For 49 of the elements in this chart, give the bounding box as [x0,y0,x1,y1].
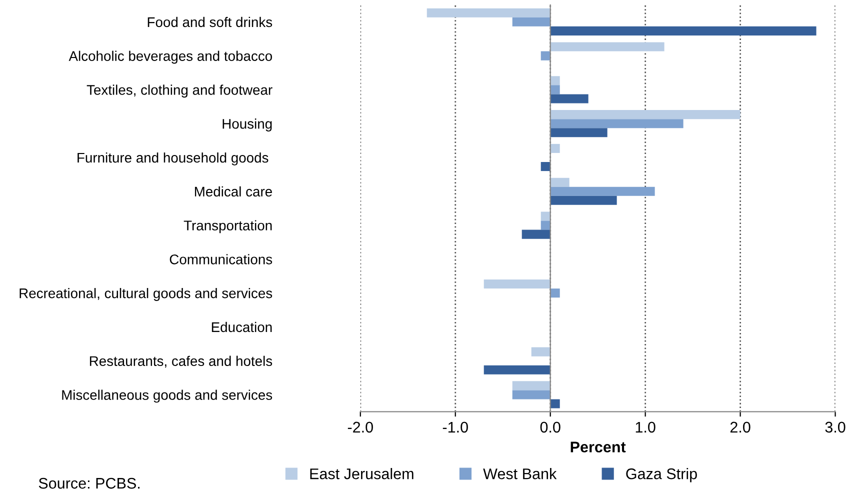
legend-label: Gaza Strip [626,468,697,482]
bar [550,94,588,104]
x-tick-label: -1.0 [442,422,468,433]
bar [512,390,550,400]
y-tick-label: Communications [170,254,272,264]
y-tick-label: Transportation [184,220,272,234]
y-tick-label: Textiles, clothing and footwear [86,84,272,98]
source-note: Source: PCBS. [38,478,140,489]
bar [540,162,550,172]
y-tick-label: Medical care [194,186,272,197]
bar [550,186,655,196]
bar [512,381,550,390]
x-tick-label: -2.0 [348,422,373,433]
legend-label: East Jerusalem [310,468,414,480]
bar [550,128,608,138]
bar [550,196,617,205]
bar [550,399,560,408]
bar [550,26,816,36]
bar [522,230,550,239]
bar [550,85,560,94]
x-tick-label: 0.0 [540,422,560,433]
x-tick-label: 3.0 [825,422,846,433]
bar [484,365,550,374]
bar [550,76,560,86]
x-axis-title: Percent [570,442,626,452]
x-tick-label: 2.0 [730,422,750,433]
bar [550,119,684,128]
bar [550,110,740,120]
bar [550,288,560,298]
bar [550,144,560,153]
legend-label: West Bank [483,468,557,480]
bar [540,212,550,221]
bar [484,279,550,289]
x-tick-label: 1.0 [636,422,656,433]
bar [426,8,550,18]
bar [550,42,664,52]
bar [550,178,570,187]
y-tick-label: Miscellaneous goods and services [62,390,272,403]
y-tick-label: Food and soft drinks [148,16,272,28]
bar [512,17,550,26]
bar [540,51,550,60]
y-tick-label: Recreational, cultural goods and services [20,288,272,301]
y-tick-label: Furniture and household goods [78,152,268,166]
y-tick-label: Housing [222,118,272,132]
y-tick-label: Education [212,322,272,332]
bar [540,220,550,230]
y-tick-label: Alcoholic beverages and tobacco [68,50,272,64]
y-tick-label: Restaurants, cafes and hotels [90,356,272,368]
bar [531,347,550,356]
